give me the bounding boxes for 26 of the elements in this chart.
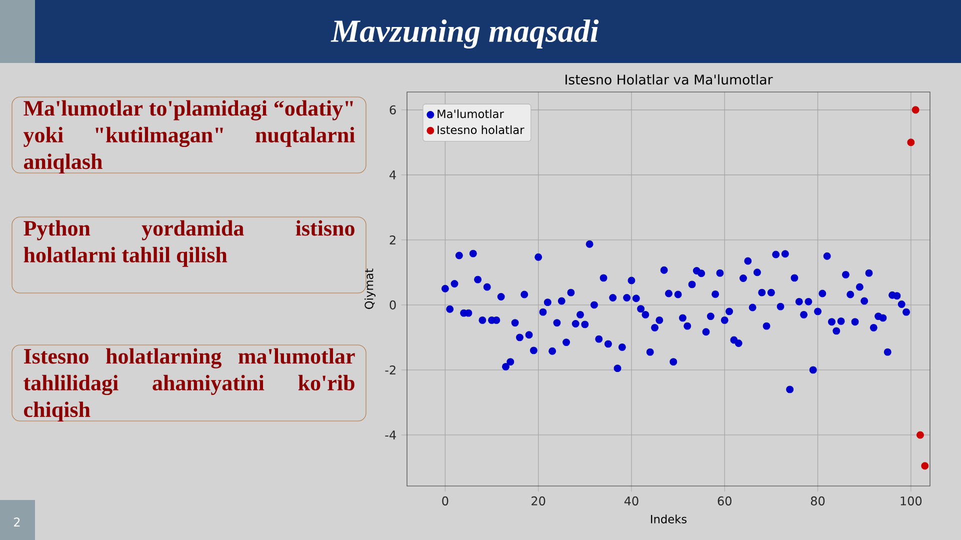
x-tick-label: 40 [624,496,638,506]
y-tick-label: 0 [390,300,396,310]
point [916,431,924,439]
point [912,106,920,114]
chart-title: Istesno Holatlar va Ma'lumotlar [566,74,773,85]
point [921,462,929,470]
text: Python yordamida istisno holatlarni tahlil qilish [24,220,354,267]
y-tick-label: -2 [385,365,396,374]
point [907,138,915,146]
x-tick-label: 80 [810,496,825,506]
text: Istesno holatlarning ma'lumotlar tahlilidagi ahamiyatini ko'rib chiqish [24,348,355,422]
text: Ma'lumotlar to'plamidagi “odatiy" yoki "kutilmagan" nuqtalarni aniqlash [23,100,355,174]
text: 2 [14,518,20,526]
y-tick-label: 6 [390,105,396,114]
legend-label: Ma'lumotlar [438,109,504,118]
x-tick-label: 100 [900,496,922,506]
x-tick-label: 20 [532,496,546,506]
x-axis-title: Indeks [651,514,687,524]
y-axis-title: Qiymat [364,268,376,309]
y-tick-label: 2 [390,235,396,244]
legend-label: Istesno holatlar [438,125,524,134]
x-tick-label: 60 [718,496,732,506]
text: Mavzuning maqsadi [330,19,599,49]
x-tick-label: 0 [442,496,448,506]
y-tick-label: 4 [390,170,396,180]
y-tick-label: -4 [385,430,396,440]
